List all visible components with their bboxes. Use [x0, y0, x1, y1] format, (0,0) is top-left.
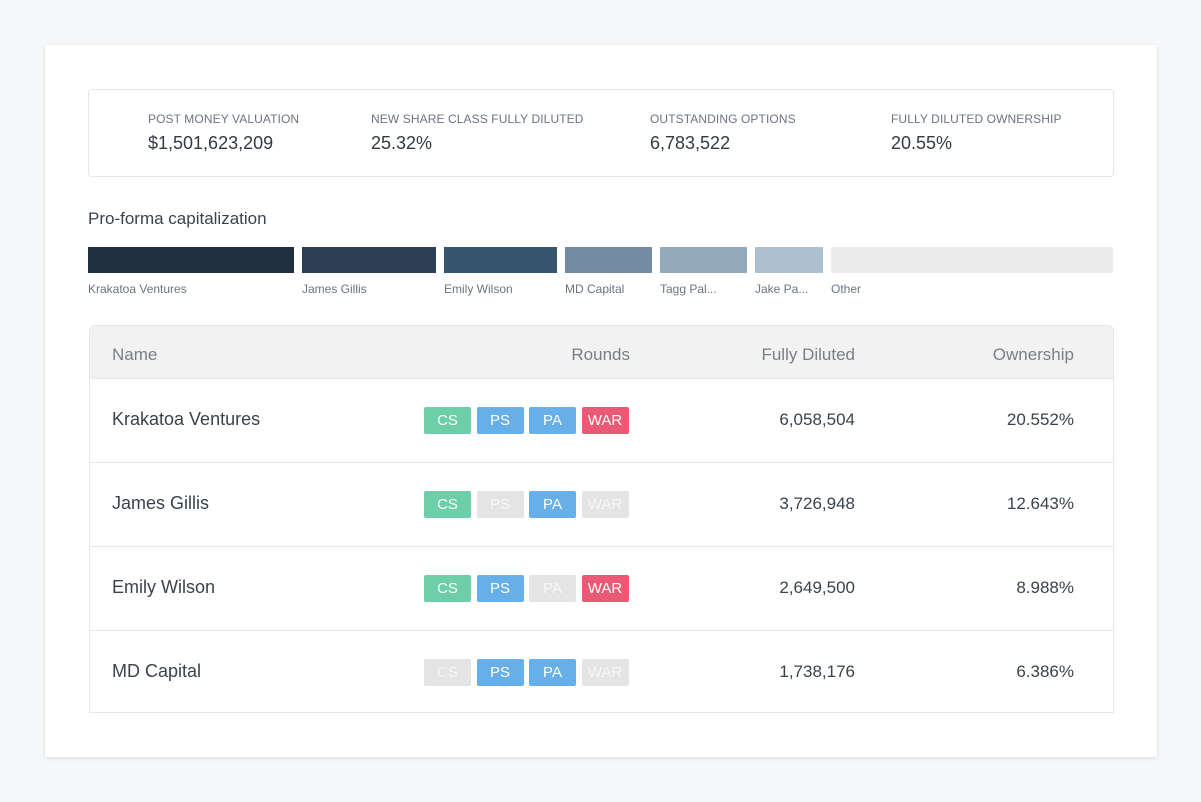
cap-segment-james-gillis[interactable]: [302, 247, 436, 273]
round-badge-cs: CS: [424, 575, 471, 602]
round-badge-war: WAR: [581, 407, 629, 434]
stat-new-share-class: NEW SHARE CLASS FULLY DILUTED 25.32%: [371, 112, 584, 154]
cell-fully-diluted: 6,058,504: [779, 410, 855, 429]
round-badge-war: WAR: [581, 575, 629, 602]
header-fully-diluted[interactable]: Fully Diluted: [761, 345, 855, 364]
cap-label: MD Capital: [565, 282, 625, 296]
table-row[interactable]: MD Capital CS PS PA WAR 1,738,176 6.386%: [90, 630, 1113, 712]
cap-label: Emily Wilson: [444, 282, 513, 296]
cell-ownership: 20.552%: [1006, 410, 1074, 429]
header-name[interactable]: Name: [112, 345, 158, 364]
stat-outstanding-options: OUTSTANDING OPTIONS 6,783,522: [650, 112, 796, 154]
table-row[interactable]: Krakatoa Ventures CS PS PA WAR 6,058,504 20.55…: [90, 378, 1113, 462]
stat-label: POST MONEY VALUATION: [148, 112, 300, 126]
cell-ownership: 6.386%: [1016, 662, 1074, 681]
cap-segment-krakatoa-ventures[interactable]: [88, 247, 294, 273]
cell-fully-diluted: 1,738,176: [779, 662, 855, 681]
stat-post-money-valuation: POST MONEY VALUATION $1,501,623,209: [148, 112, 299, 154]
header-ownership[interactable]: Ownership: [992, 345, 1074, 364]
stat-label: FULLY DILUTED OWNERSHIP: [891, 112, 1062, 126]
header-rounds[interactable]: Rounds: [571, 345, 630, 364]
cell-fully-diluted: 2,649,500: [779, 578, 855, 597]
round-badge-ps: PS: [476, 575, 524, 602]
cap-label: Other: [831, 282, 862, 296]
cap-label: Krakatoa Ventures: [88, 282, 187, 296]
round-badge-war: WAR: [581, 659, 629, 686]
cell-name: MD Capital: [112, 661, 202, 681]
cell-name: Krakatoa Ventures: [112, 409, 261, 429]
round-badge-ps: PS: [476, 491, 524, 518]
round-badge-pa: PA: [529, 491, 576, 518]
cell-ownership: 12.643%: [1006, 494, 1074, 513]
table-row[interactable]: Emily Wilson CS PS PA WAR 2,649,500 8.988%: [90, 546, 1113, 630]
table-row[interactable]: James Gillis CS PS PA WAR 3,726,948 12.643%: [90, 462, 1113, 546]
cell-name: James Gillis: [112, 493, 210, 513]
stat-fully-diluted-ownership: FULLY DILUTED OWNERSHIP 20.55%: [891, 112, 1062, 154]
cap-segment-jake[interactable]: [755, 247, 823, 273]
cell-name: Emily Wilson: [112, 577, 216, 597]
round-badge-pa: PA: [529, 659, 576, 686]
section-title: Pro-forma capitalization: [88, 209, 267, 228]
cap-segment-emily-wilson[interactable]: [444, 247, 557, 273]
cap-label: James Gillis: [302, 282, 367, 296]
summary-stats: POST MONEY VALUATION $1,501,623,209 NEW …: [88, 89, 1114, 177]
cap-table-card: POST MONEY VALUATION $1,501,623,209 NEW …: [45, 45, 1157, 757]
stat-label: OUTSTANDING OPTIONS: [650, 112, 796, 126]
cap-segment-tagg[interactable]: [660, 247, 747, 273]
stat-value: 25.32%: [371, 133, 433, 153]
table-header: Name Rounds Fully Diluted Ownership: [90, 326, 1113, 378]
stat-value: 20.55%: [891, 133, 953, 153]
cap-segment-md-capital[interactable]: [565, 247, 652, 273]
cell-ownership: 8.988%: [1016, 578, 1074, 597]
stat-value: $1,501,623,209: [148, 133, 274, 153]
round-badge-pa: PA: [529, 407, 576, 434]
stat-label: NEW SHARE CLASS FULLY DILUTED: [371, 112, 584, 126]
round-badge-pa: PA: [529, 575, 576, 602]
cell-fully-diluted: 3,726,948: [779, 494, 855, 513]
cap-label: Jake Pa...: [755, 282, 809, 296]
round-badge-war: WAR: [581, 491, 629, 518]
cap-table: Name Rounds Fully Diluted Ownership Krak…: [89, 325, 1114, 713]
round-badge-cs: CS: [424, 659, 471, 686]
round-badge-cs: CS: [424, 407, 471, 434]
cap-label: Tagg Pal...: [660, 282, 717, 296]
stat-value: 6,783,522: [650, 133, 731, 153]
round-badge-ps: PS: [476, 659, 524, 686]
round-badge-cs: CS: [424, 491, 471, 518]
cap-segment-other[interactable]: [831, 247, 1113, 273]
round-badge-ps: PS: [476, 407, 524, 434]
